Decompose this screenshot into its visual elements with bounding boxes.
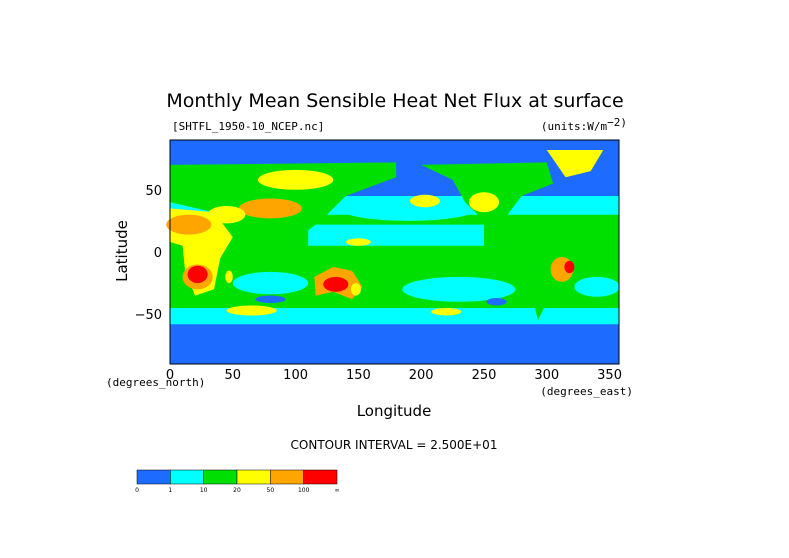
blue-south-pacific xyxy=(486,298,507,306)
greenland xyxy=(546,150,604,178)
red-australia xyxy=(323,276,349,292)
colorbar-label-4: 50 xyxy=(267,487,275,494)
yellow-siberia xyxy=(257,169,334,190)
x-tick-50: 50 xyxy=(225,368,242,383)
x-tick-350: 350 xyxy=(597,368,622,383)
x-unit-label: (degrees_east) xyxy=(540,385,633,398)
colorbar: 0 1 10 20 50 100 ∞ xyxy=(135,469,340,494)
colorbar-swatch-5 xyxy=(303,469,338,485)
x-tick-200: 200 xyxy=(409,368,434,383)
yellow-north-pacific xyxy=(409,194,441,208)
x-tick-labels: 0 50 100 150 200 250 300 350 xyxy=(166,368,622,383)
plot-frame xyxy=(169,139,620,365)
arctic-band xyxy=(170,140,619,165)
colorbar-swatch-1 xyxy=(170,469,204,485)
orange-asia xyxy=(239,198,302,219)
yellow-n-america xyxy=(468,192,500,213)
units-prefix: (units:W/m xyxy=(541,120,608,133)
y-unit-label: (degrees_north) xyxy=(106,376,205,389)
y-tick-labels: 50 0 −50 xyxy=(135,184,162,323)
flux-map xyxy=(166,140,620,364)
cyan-north-pacific xyxy=(339,196,478,221)
colorbar-label-6: ∞ xyxy=(335,487,340,494)
y-tick-50: 50 xyxy=(145,184,162,199)
colorbar-label-5: 100 xyxy=(298,487,310,494)
colorbar-swatch-4 xyxy=(270,469,304,485)
colorbar-label-2: 10 xyxy=(200,487,208,494)
yellow-pacific-2 xyxy=(431,308,462,316)
colorbar-swatch-3 xyxy=(236,469,271,485)
y-tick-0: 0 xyxy=(154,246,162,261)
red-s-africa xyxy=(187,265,208,284)
north-america xyxy=(421,162,554,221)
y-axis-label: Latitude xyxy=(113,220,131,282)
orange-n-africa xyxy=(166,214,212,235)
antarctic-band xyxy=(170,326,619,364)
cyan-south-atlantic xyxy=(574,276,620,297)
red-s-america xyxy=(564,260,575,274)
blue-south-indian xyxy=(255,295,286,304)
x-tick-100: 100 xyxy=(283,368,308,383)
colorbar-label-1: 1 xyxy=(168,487,172,494)
units-exponent: −2) xyxy=(607,116,627,129)
file-label: [SHTFL_1950-10_NCEP.nc] xyxy=(172,120,324,133)
x-tick-300: 300 xyxy=(534,368,559,383)
x-tick-0: 0 xyxy=(166,368,174,383)
x-tick-150: 150 xyxy=(346,368,371,383)
madagascar xyxy=(225,270,233,284)
contour-interval: CONTOUR INTERVAL = 2.500E+01 xyxy=(291,438,498,452)
yellow-pacific-1 xyxy=(345,238,371,246)
chart-title: Monthly Mean Sensible Heat Net Flux at s… xyxy=(166,90,623,112)
colorbar-label-0: 0 xyxy=(135,487,139,494)
colorbar-swatch-0 xyxy=(136,469,171,485)
y-tick--50: −50 xyxy=(135,308,162,323)
units-label: (units:W/m−2) xyxy=(541,116,627,133)
colorbar-label-3: 20 xyxy=(233,487,241,494)
x-tick-250: 250 xyxy=(472,368,497,383)
yellow-south-indian xyxy=(226,305,277,316)
cyan-south-indian xyxy=(232,271,309,295)
band-cyan-equator xyxy=(308,224,484,246)
yellow-australia xyxy=(350,283,361,296)
colorbar-swatch-2 xyxy=(203,469,238,485)
x-axis-label: Longitude xyxy=(357,402,432,420)
cyan-south-pacific xyxy=(402,276,516,302)
